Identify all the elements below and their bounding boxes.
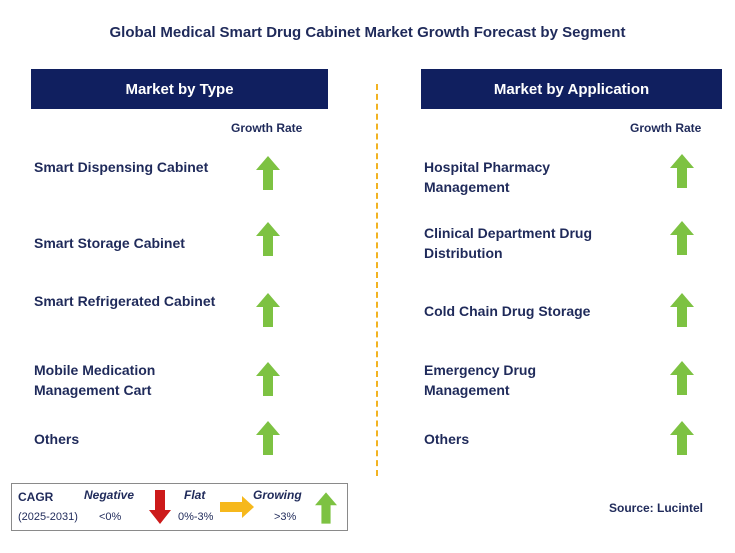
growth-up-arrow-icon	[256, 156, 280, 190]
legend-flat-label: Flat	[184, 488, 206, 502]
chart-title: Global Medical Smart Drug Cabinet Market…	[109, 24, 626, 41]
type-item-others: Others	[34, 431, 80, 447]
type-item-smart-storage-cabinet: Smart Storage Cabinet	[34, 235, 185, 251]
application-item-emergency-drug: Emergency Drug Management	[424, 362, 537, 398]
right-growth-rate-label: Growth Rate	[630, 121, 702, 135]
legend-negative-range: <0%	[99, 511, 122, 523]
growth-up-arrow-icon	[670, 361, 694, 395]
market-by-type-header: Market by Type	[31, 69, 328, 109]
application-item-others: Others	[424, 431, 470, 447]
application-item-hospital-pharmacy: Hospital Pharmacy Management	[424, 159, 551, 195]
legend-flat-range: 0%-3%	[178, 511, 214, 523]
type-item-smart-dispensing-cabinet: Smart Dispensing Cabinet	[34, 159, 209, 175]
type-item-smart-refrigerated-cabinet: Smart Refrigerated Cabinet	[34, 293, 216, 309]
type-item-mobile-medication-cart: Mobile Medication Management Cart	[34, 362, 156, 398]
growth-up-arrow-icon	[256, 421, 280, 455]
legend-cagr-label: CAGR	[18, 490, 54, 504]
legend-negative-label: Negative	[84, 488, 135, 502]
negative-down-arrow-icon	[149, 490, 171, 524]
growth-up-arrow-icon	[670, 154, 694, 188]
growth-up-arrow-icon	[670, 421, 694, 455]
left-growth-rate-label: Growth Rate	[231, 121, 303, 135]
growth-up-arrow-icon	[256, 222, 280, 256]
legend-growing-label: Growing	[253, 488, 302, 502]
center-divider	[376, 84, 378, 476]
growing-up-arrow-icon	[315, 492, 337, 524]
source-label: Source: Lucintel	[609, 501, 704, 515]
legend-period-label: (2025-2031)	[18, 511, 78, 523]
application-item-clinical-department: Clinical Department Drug Distribution	[424, 225, 593, 261]
cagr-legend: CAGR (2025-2031) Negative <0% Flat 0%-3%…	[11, 483, 348, 531]
growth-up-arrow-icon	[256, 293, 280, 327]
flat-right-arrow-icon	[220, 496, 254, 518]
legend-growing-range: >3%	[274, 511, 297, 523]
growth-up-arrow-icon	[670, 221, 694, 255]
market-by-application-header: Market by Application	[421, 69, 722, 109]
growth-up-arrow-icon	[670, 293, 694, 327]
growth-up-arrow-icon	[256, 362, 280, 396]
application-item-cold-chain: Cold Chain Drug Storage	[424, 303, 591, 319]
